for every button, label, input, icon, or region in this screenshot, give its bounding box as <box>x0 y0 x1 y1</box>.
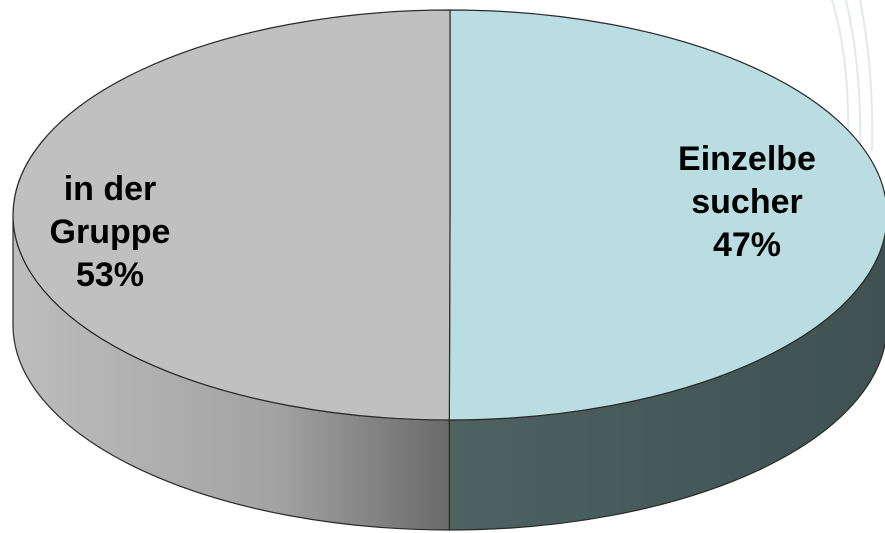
pie-label-group: Einzelbe sucher 47% in der Gruppe 53% <box>50 140 816 294</box>
background-decoration <box>831 0 874 151</box>
pie-slice-1 <box>448 9 885 421</box>
pie-slice-2 <box>12 9 451 421</box>
pie-slice-label-2: in der Gruppe 53% <box>50 170 171 294</box>
pie-slice-label-line: 47% <box>713 226 781 264</box>
pie-slice-label-line: 53% <box>76 256 144 294</box>
pie-slice-label-1: Einzelbe sucher 47% <box>678 140 816 264</box>
pie-top-group <box>12 9 885 421</box>
pie-slice-label-line: Gruppe <box>50 213 171 251</box>
pie-slice-label-line: Einzelbe <box>678 140 816 178</box>
pie-slice-label-line: in der <box>64 170 157 208</box>
pie-slice-label-line: sucher <box>691 183 803 221</box>
